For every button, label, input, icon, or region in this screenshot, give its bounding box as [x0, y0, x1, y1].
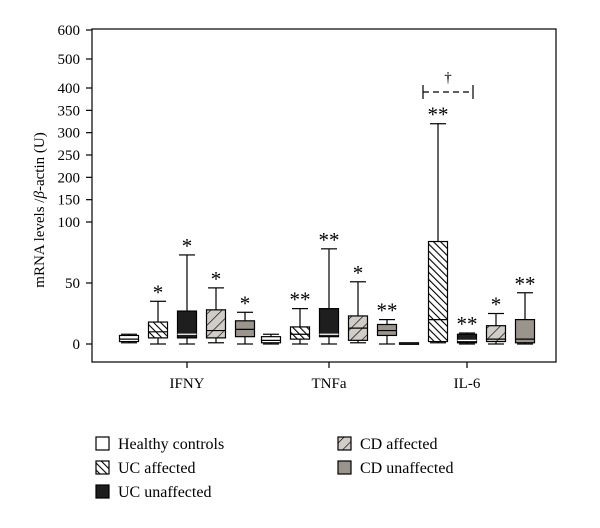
box: * — [205, 267, 227, 344]
box-iqr — [176, 310, 198, 339]
legend-entry: CD affected — [337, 436, 437, 453]
box: ** — [427, 103, 449, 344]
box — [398, 342, 420, 345]
legend-entry: UC affected — [95, 460, 195, 477]
y-tick-label: 600 — [58, 23, 81, 39]
significance-marker: * — [240, 291, 251, 315]
significance-marker: ** — [515, 272, 536, 296]
x-axis-ticks: IFNY TNFa IL-6 — [169, 362, 481, 392]
legend-swatch — [337, 436, 352, 451]
box: ** — [376, 299, 398, 345]
y-tick-label: 150 — [58, 193, 81, 209]
legend-entry: UC unaffected — [95, 484, 211, 501]
box-iqr — [205, 309, 227, 339]
box: ** — [456, 312, 478, 345]
y-tick-label: 300 — [58, 126, 81, 142]
y-tick-label: 350 — [58, 103, 81, 119]
box — [118, 333, 140, 344]
y-tick-label: 100 — [58, 215, 81, 231]
box: * — [147, 280, 169, 345]
box: * — [176, 234, 198, 345]
y-tick-label: 50 — [65, 276, 80, 292]
annotations: † — [422, 70, 474, 99]
box: ** — [514, 272, 536, 345]
significance-marker: ** — [377, 299, 398, 323]
x-tick-label: TNFa — [312, 376, 347, 392]
x-tick-label: IFNY — [169, 376, 204, 392]
legend-swatch — [95, 460, 110, 475]
box-iqr — [147, 321, 169, 339]
box-iqr — [456, 333, 478, 344]
y-tick-label: 200 — [58, 170, 81, 186]
significance-marker: * — [353, 261, 364, 285]
legend-swatch — [337, 460, 352, 475]
significance-marker: ** — [457, 312, 478, 336]
svg-text:mRNA levels /β-actin (U): mRNA levels /β-actin (U) — [32, 132, 48, 287]
y-tick-label: 500 — [58, 52, 81, 68]
box: ** — [318, 228, 340, 345]
legend-label: UC unaffected — [118, 484, 211, 501]
x-tick-label: IL-6 — [454, 376, 481, 392]
significance-marker: ** — [290, 288, 311, 312]
plot-frame — [91, 28, 557, 363]
box: * — [347, 261, 369, 344]
y-axis-title: mRNA levels /β-actin (U) — [32, 132, 48, 287]
box: ** — [289, 288, 311, 345]
box-iqr — [427, 240, 449, 343]
legend-label: UC affected — [118, 460, 195, 477]
box: * — [485, 293, 507, 345]
significance-marker: * — [153, 280, 164, 304]
bracket-label: † — [444, 70, 452, 86]
box-iqr — [376, 323, 398, 337]
legend-entry: CD unaffected — [337, 460, 453, 477]
box-iqr — [318, 308, 340, 338]
y-tick-label: 0 — [73, 337, 81, 353]
y-axis-ticks: 0 50 100 150 200 250 300 350 400 500 600 — [58, 23, 92, 353]
y-axis-title-part-3: -actin (U) — [32, 132, 48, 191]
y-axis-title-part-2: β — [32, 191, 48, 200]
legend-label: CD affected — [360, 436, 437, 453]
y-axis-title-part-1: mRNA levels / — [32, 198, 48, 288]
box-iqr — [260, 336, 282, 344]
box-iqr — [485, 325, 507, 343]
significance-marker: ** — [319, 228, 340, 252]
box — [260, 333, 282, 345]
significance-marker: * — [491, 293, 502, 317]
significance-marker: ** — [428, 103, 449, 127]
legend-label: Healthy controls — [118, 436, 224, 453]
y-tick-label: 400 — [58, 81, 81, 97]
box-iqr — [118, 334, 140, 343]
boxes: **** ************** — [118, 103, 536, 345]
legend-label: CD unaffected — [360, 460, 453, 477]
legend-entry: Healthy controls — [95, 436, 224, 453]
y-tick-label: 250 — [58, 148, 81, 164]
legend: Healthy controls UC affected UC unaffected… — [95, 436, 453, 501]
legend-swatch — [95, 484, 110, 499]
box-iqr — [234, 320, 256, 338]
significance-marker: * — [182, 234, 193, 258]
legend-swatch — [95, 436, 110, 451]
box-iqr — [514, 319, 536, 344]
significance-bracket: † — [422, 70, 474, 99]
box: * — [234, 291, 256, 345]
significance-marker: * — [211, 267, 222, 291]
box-iqr — [289, 326, 311, 340]
